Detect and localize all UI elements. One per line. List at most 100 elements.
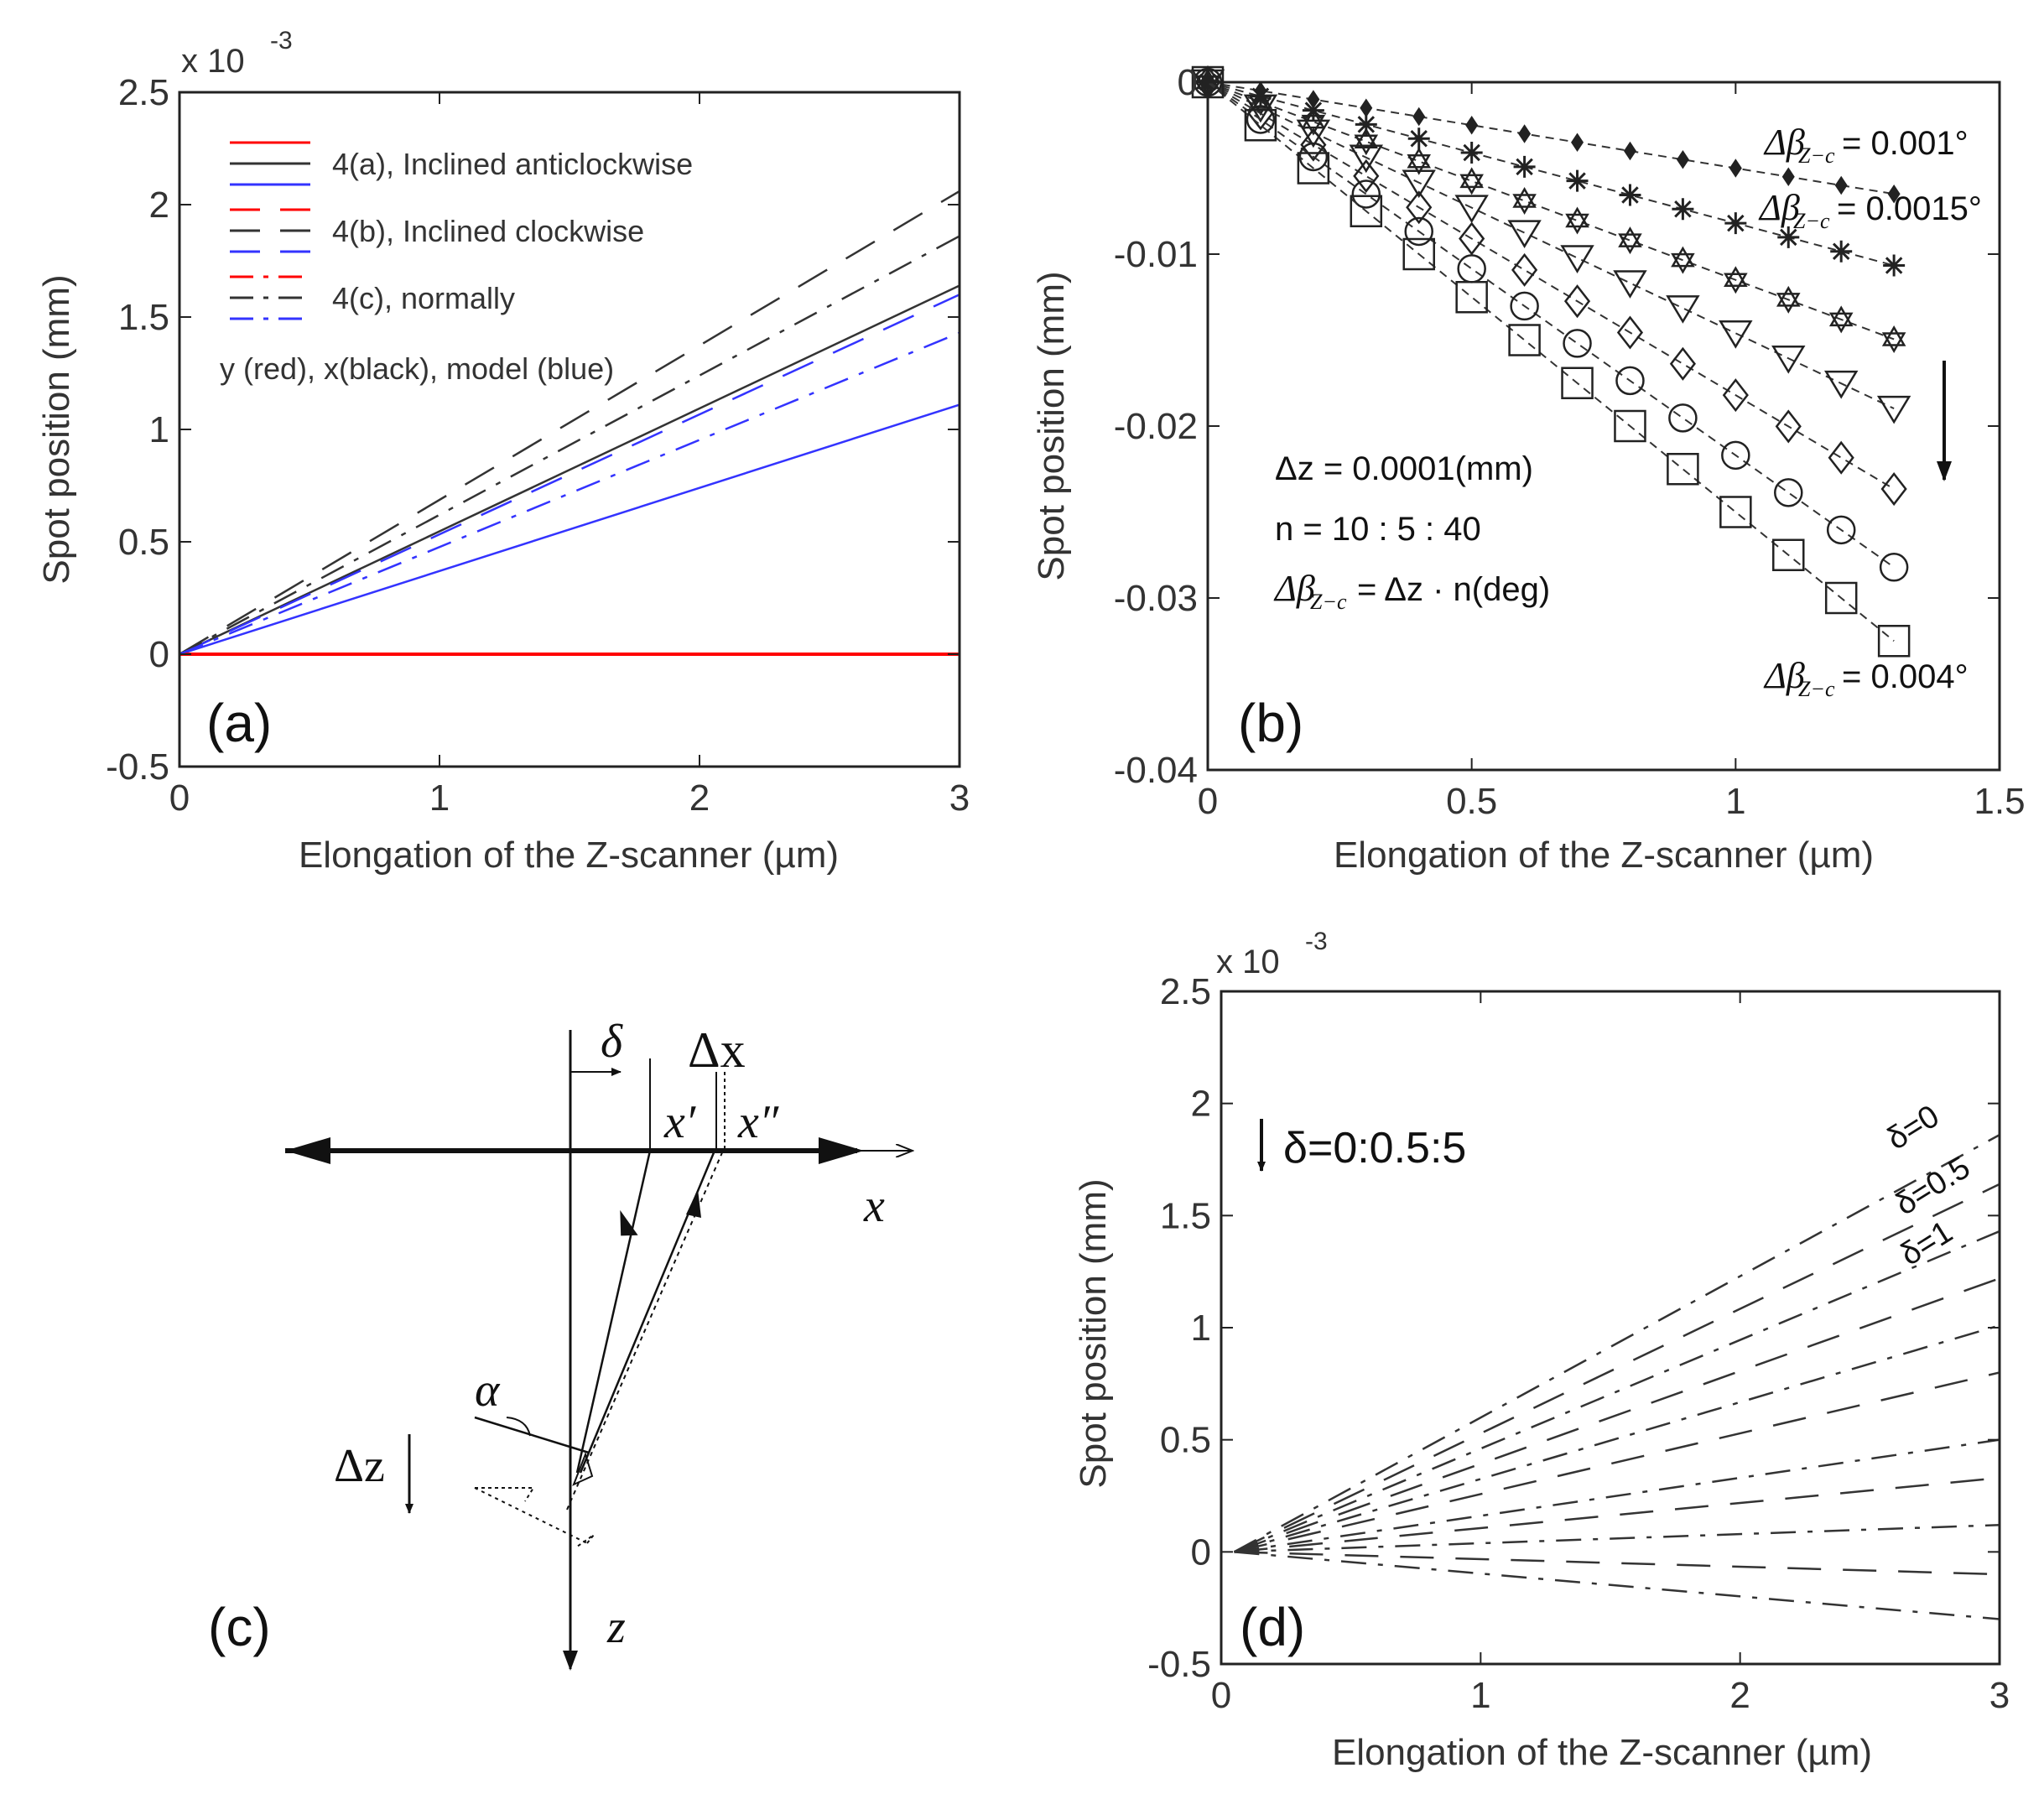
panel-b-point-s1-4 (1412, 107, 1426, 127)
panel-d-series-1 (1233, 1133, 2000, 1553)
diagram-shifted-wedge (576, 1534, 595, 1547)
panel-b-point-s7-6 (1508, 324, 1541, 356)
panel-b-point-s4-2 (1296, 119, 1331, 148)
diagram-x-dprime-label: x″ (737, 1096, 779, 1148)
panel-b-annotation-bottom: Δβ Z−c = 0.004° (1763, 655, 1969, 701)
panel-b-point-s7-5 (1455, 281, 1488, 314)
diagram-mirror (474, 1416, 590, 1454)
panel-b-point-s7-8 (1614, 409, 1646, 443)
diagram-z-axis-label: z (606, 1601, 626, 1653)
panel-a-x-tick-label: 3 (949, 777, 970, 819)
panel-a-series-8 (179, 331, 960, 656)
diagram-delta-x-label: Δx (688, 1022, 746, 1078)
ann-beta-formula: Δβ Z−c = Δz · n(deg) (1273, 568, 1550, 614)
panel-b-point-s6-13 (1879, 553, 1909, 582)
panel-b-point-s2-5 (1460, 142, 1483, 164)
panel-d-series-4 (1234, 1277, 2000, 1553)
panel-b-point-s7-1 (1244, 109, 1277, 142)
panel-d-y-tick-label: 1.5 (1160, 1195, 1211, 1236)
panel-a-series-5 (179, 294, 960, 656)
panel-a-y-axis-label: Spot position (mm) (36, 274, 77, 584)
panel-b-point-s4-8 (1613, 270, 1647, 299)
panel-b-series-line-7 (1207, 81, 1895, 642)
panel-b-point-s3-10 (1724, 266, 1748, 294)
ann-second-val: = 0.0015° (1837, 190, 1982, 227)
panel-b-point-s6-8 (1615, 366, 1645, 396)
panel-b-y-tick-label: 0 (1178, 62, 1198, 103)
panel-b-point-s4-12 (1823, 370, 1859, 399)
diagram-shifted-angle (475, 1487, 535, 1502)
panel-b-point-s1-12 (1834, 175, 1848, 195)
panel-b-point-s2-12 (1830, 240, 1853, 263)
panel-b-y-tick-label: -0.04 (1114, 750, 1198, 791)
ann-bottom-sub: Z−c (1798, 677, 1835, 701)
panel-b-point-s6-1 (1246, 105, 1276, 134)
panel-b-series-line-4 (1207, 81, 1895, 409)
legend-item-4a: 4(a), Inclined anticlockwise (332, 147, 693, 181)
panel-b-point-s2-3 (1355, 113, 1377, 136)
panel-a-exponent-power: -3 (270, 27, 293, 55)
panel-b-point-s5-9 (1669, 346, 1696, 381)
panel-b-point-s5-8 (1616, 315, 1644, 350)
panel-b-point-s1-5 (1465, 115, 1479, 135)
panel-b-point-s4-6 (1507, 220, 1542, 249)
panel-a-series-7 (179, 235, 960, 656)
panel-a-x-tick-label: 2 (689, 777, 710, 819)
ann-top-beta: Δβ (1763, 122, 1805, 163)
panel-b-point-s3-4 (1407, 147, 1432, 175)
diagram-incident-arrowhead (620, 1209, 638, 1236)
legend-item-4b: 4(b), Inclined clockwise (332, 214, 644, 248)
panel-d-x-tick-label: 1 (1470, 1675, 1490, 1716)
series-label-delta-0: δ=0 (1881, 1099, 1946, 1157)
diagram-shifted-mirror (474, 1487, 588, 1544)
panel-b-point-s5-11 (1775, 409, 1802, 444)
panel-b-point-s6-7 (1563, 329, 1592, 358)
panel-b-point-s1-10 (1729, 159, 1742, 178)
panel-d-x-tick-label: 0 (1211, 1675, 1231, 1716)
panel-b-point-s6-12 (1826, 515, 1856, 545)
legend-item-4c: 4(c), normally (332, 281, 515, 315)
panel-b-point-s5-6 (1511, 252, 1538, 287)
diagram-alpha-arc (506, 1417, 531, 1437)
panel-b-point-s7-2 (1297, 152, 1330, 185)
panel-a-y-tick-label: 2 (149, 185, 169, 226)
panel-d-frame (1220, 990, 2001, 1666)
panel-b-point-s1-7 (1571, 133, 1584, 153)
panel-b-point-s1-13 (1887, 184, 1901, 204)
ann-second-sub: Z−c (1793, 209, 1830, 233)
panel-b-point-s5-5 (1459, 221, 1485, 256)
diagram-delta-label: δ (601, 1016, 623, 1068)
ann-second-beta: Δβ (1758, 187, 1800, 228)
panel-b-point-s4-7 (1560, 245, 1594, 273)
panel-d-y-tick-label: 0.5 (1160, 1420, 1211, 1461)
panel-b-point-s5-4 (1406, 190, 1433, 225)
panel-b-x-axis-label: Elongation of the Z-scanner (µm) (1334, 835, 1874, 876)
panel-b-point-s5-7 (1563, 284, 1591, 319)
panel-a-y-tick-label: 0 (149, 634, 169, 675)
panel-b-point-s4-3 (1349, 144, 1384, 174)
panel-b-point-s7-4 (1402, 237, 1435, 271)
panel-a-label: (a) (206, 693, 272, 753)
panel-b-y-axis-label: Spot position (mm) (1031, 271, 1072, 580)
diagram-mirror-wedge (572, 1451, 594, 1486)
panel-b-point-s5-13 (1880, 471, 1907, 507)
diagram-right-arrowhead (819, 1137, 864, 1164)
diagram-alpha-label: α (475, 1365, 501, 1417)
panel-b-point-s3-7 (1565, 206, 1589, 235)
panel-b-y-tick-label: -0.02 (1114, 406, 1198, 447)
ann-top-val: = 0.001° (1842, 125, 1969, 162)
panel-d-series-6 (1234, 1371, 2000, 1553)
panel-a-series-1 (179, 284, 960, 656)
panel-d-series-3 (1233, 1230, 2000, 1553)
panel-a-y-tick-label: 2.5 (118, 72, 169, 113)
panel-a-x-tick-label: 0 (169, 777, 190, 819)
panel-b-point-s7-13 (1877, 625, 1911, 658)
panel-b-point-s6-11 (1774, 478, 1803, 507)
panel-b-point-s2-10 (1724, 212, 1747, 235)
panel-b-point-s6-4 (1404, 216, 1433, 247)
panel-b-point-s3-5 (1459, 167, 1484, 195)
panel-d-label: (d) (1240, 1597, 1305, 1657)
panel-b-point-s1-6 (1518, 124, 1532, 143)
panel-c-diagram: δ Δx x′ x″ x z α Δz (c) (208, 1016, 913, 1671)
